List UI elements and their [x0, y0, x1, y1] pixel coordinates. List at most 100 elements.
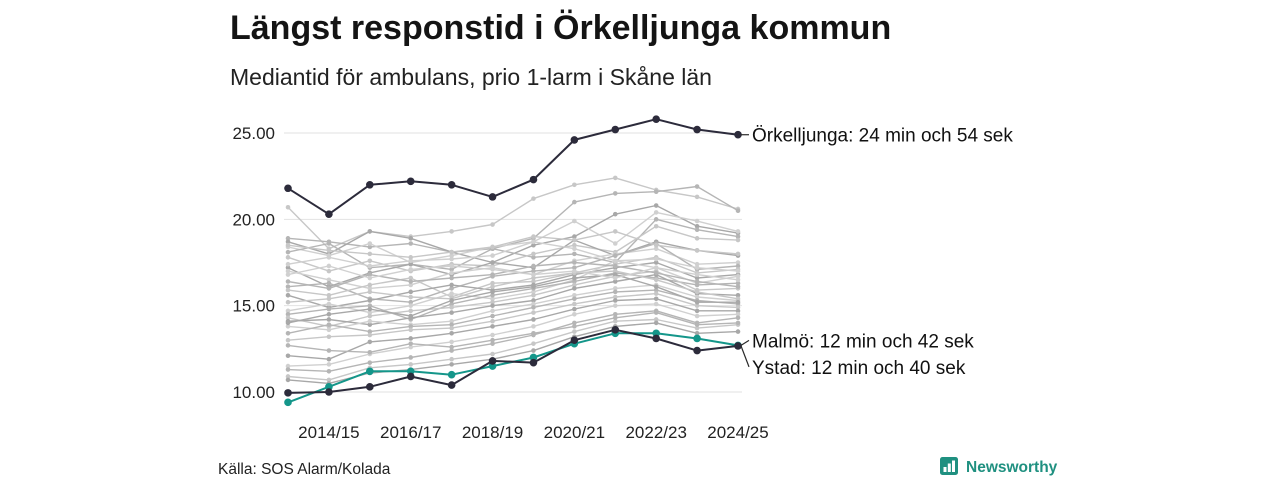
data-point [735, 312, 741, 317]
data-point [447, 181, 456, 189]
data-point [694, 325, 700, 331]
data-point [326, 255, 332, 260]
data-point [367, 329, 373, 334]
data-point [531, 255, 536, 260]
data-point [734, 342, 742, 350]
data-point [612, 315, 618, 321]
data-point [653, 320, 659, 326]
data-point [490, 324, 495, 329]
x-tick-label: 2020/21 [544, 423, 605, 442]
data-point [367, 275, 373, 281]
data-point [408, 289, 414, 295]
data-point [490, 280, 495, 286]
data-point [694, 236, 700, 241]
data-point [326, 362, 332, 367]
data-point [531, 317, 536, 322]
background-series-line [287, 273, 739, 326]
data-point [367, 318, 373, 324]
data-point [572, 306, 577, 312]
background-series-line [287, 303, 739, 367]
data-point [572, 312, 577, 317]
data-point [367, 282, 373, 288]
data-point [449, 362, 454, 367]
data-point [367, 251, 373, 257]
data-point [694, 248, 700, 253]
data-point [408, 327, 414, 333]
data-point [325, 210, 333, 218]
data-point [449, 263, 454, 269]
data-point [285, 320, 291, 326]
data-point [652, 334, 660, 343]
data-point [693, 334, 701, 343]
data-point [285, 287, 291, 293]
data-point [572, 320, 577, 326]
bar-chart-icon [940, 457, 958, 475]
data-point [653, 189, 659, 195]
data-point [367, 289, 373, 295]
data-point [572, 329, 577, 334]
data-point [408, 261, 414, 267]
data-point [735, 274, 741, 279]
data-point [449, 270, 454, 276]
data-point [612, 275, 618, 281]
data-point [406, 372, 415, 381]
data-point [694, 272, 700, 277]
data-point [284, 398, 292, 407]
data-point [284, 389, 292, 397]
data-point [572, 251, 577, 257]
data-point [285, 255, 291, 260]
data-point [694, 184, 700, 189]
data-point [490, 337, 495, 343]
data-point [735, 263, 741, 269]
data-point [572, 301, 577, 307]
background-series-line [287, 265, 739, 281]
data-point [572, 324, 577, 329]
source-note: Källa: SOS Alarm/Kolada [218, 461, 391, 478]
data-point [367, 360, 373, 365]
data-point [408, 344, 414, 350]
data-point [447, 381, 456, 389]
data-point [694, 275, 700, 281]
data-point [653, 284, 659, 289]
data-point [326, 286, 332, 291]
background-series-line [287, 284, 739, 331]
data-point [490, 296, 495, 302]
data-point [612, 303, 618, 308]
data-point [694, 282, 700, 288]
data-point [285, 367, 291, 372]
data-point [531, 289, 536, 295]
newsworthy-logo: Newsworthy [940, 457, 1058, 476]
data-point [572, 182, 577, 188]
data-point [449, 298, 454, 303]
data-point [572, 234, 577, 239]
data-point [490, 318, 495, 324]
data-point [572, 218, 577, 224]
data-point [449, 356, 454, 362]
highlighted-series-line [287, 328, 739, 394]
data-point [449, 282, 454, 288]
background-series-line [287, 204, 739, 264]
series-annotation-label: Ystad: 12 min och 40 sek [752, 358, 966, 379]
data-point [735, 268, 741, 274]
data-point [531, 196, 536, 201]
data-point [367, 303, 373, 308]
data-point [408, 241, 414, 246]
data-point [449, 310, 454, 315]
x-tick-label: 2014/15 [298, 423, 359, 442]
data-point [326, 248, 332, 253]
data-point [408, 362, 414, 367]
data-point [366, 383, 374, 391]
data-point [572, 265, 577, 270]
y-axis-ticks: 10.00 15.00 20.00 25.00 [232, 124, 275, 402]
data-point [490, 351, 495, 357]
data-point [449, 256, 454, 262]
data-point [285, 284, 291, 289]
data-point [653, 270, 659, 276]
data-point [367, 306, 373, 312]
background-series-group [285, 175, 741, 386]
data-point [694, 303, 700, 308]
data-point [735, 277, 741, 283]
data-point [449, 344, 454, 350]
data-point [612, 272, 618, 277]
